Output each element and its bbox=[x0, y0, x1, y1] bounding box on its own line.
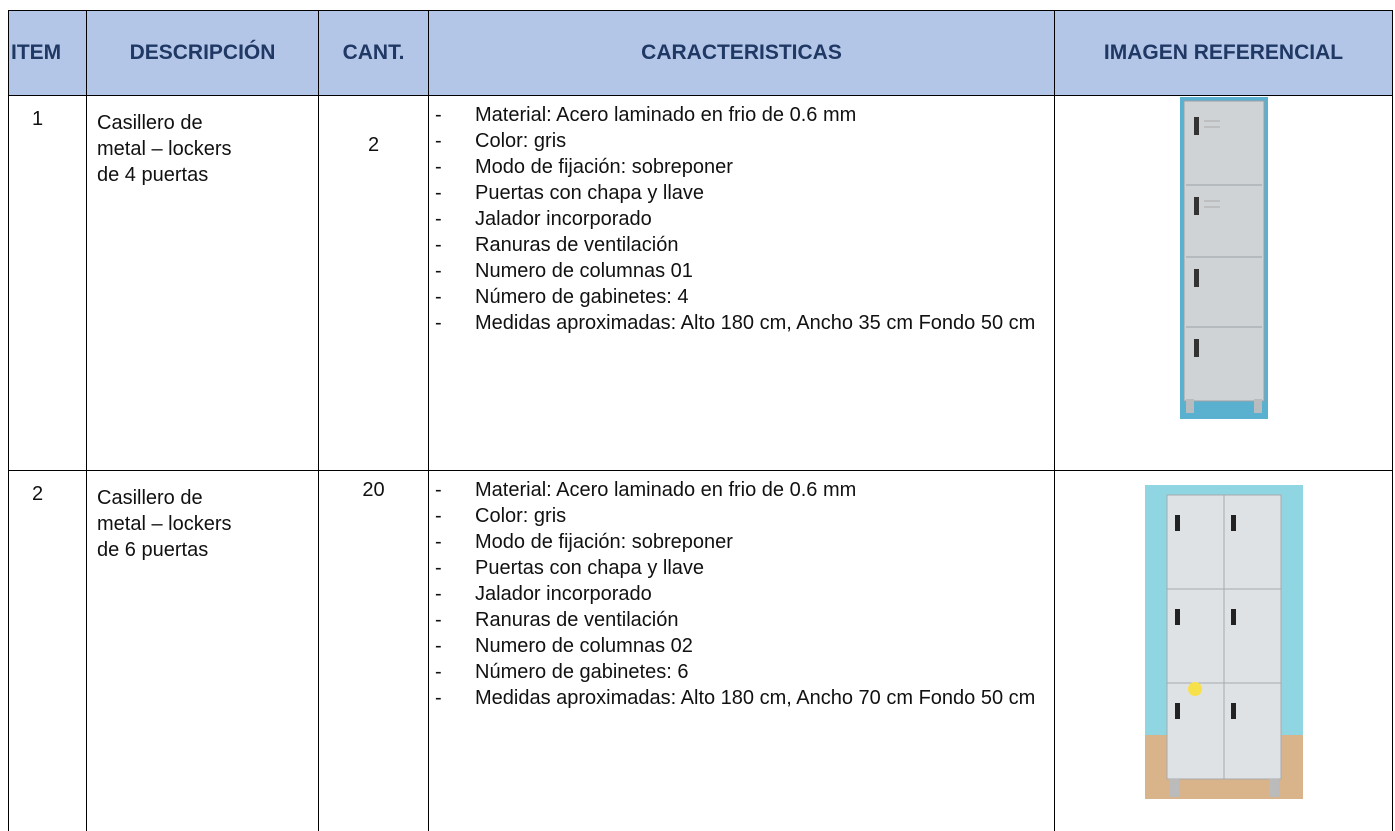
row: 2 Casillero de metal – lockers de 6 puer… bbox=[9, 471, 1393, 831]
features-cell: Material: Acero laminado en frio de 0.6 … bbox=[429, 471, 1055, 831]
description: Casillero de metal – lockers de 6 puerta… bbox=[97, 485, 257, 563]
locker-image bbox=[1180, 97, 1268, 419]
body: ITEM DESCRIPCIÓN CANT. CARACTERISTICAS I… bbox=[0, 0, 1395, 778]
header-cell: DESCRIPCIÓN bbox=[87, 11, 319, 96]
header-cell: ITEM bbox=[9, 11, 87, 96]
feature: Color: gris bbox=[429, 503, 1046, 529]
feature: Medidas aproximadas: Alto 180 cm, Ancho … bbox=[429, 685, 1046, 711]
feature: Puertas con chapa y llave bbox=[429, 180, 1046, 206]
feature: Puertas con chapa y llave bbox=[429, 555, 1046, 581]
feature: Modo de fijación: sobreponer bbox=[429, 529, 1046, 555]
feature: Jalador incorporado bbox=[429, 581, 1046, 607]
image-cell bbox=[1055, 471, 1393, 831]
feature: Numero de columnas 01 bbox=[429, 258, 1046, 284]
locker-image bbox=[1145, 485, 1303, 799]
header-cell: IMAGEN REFERENCIAL bbox=[1055, 11, 1393, 96]
header-cell: CANT. bbox=[319, 11, 429, 96]
feature: Modo de fijación: sobreponer bbox=[429, 154, 1046, 180]
item-cell: 2 bbox=[9, 471, 87, 831]
features-cell: Material: Acero laminado en frio de 0.6 … bbox=[429, 96, 1055, 471]
item-cell: 1 bbox=[9, 96, 87, 471]
page: Casilleros {"table": { "headers": ["ITEM… bbox=[0, 0, 1395, 778]
description-cell: Casillero de metal – lockers de 6 puerta… bbox=[87, 471, 319, 831]
feature: Número de gabinetes: 6 bbox=[429, 659, 1046, 685]
description: Casillero de metal – lockers de 4 puerta… bbox=[97, 110, 257, 188]
header-row: ITEM DESCRIPCIÓN CANT. CARACTERISTICAS I… bbox=[9, 11, 1393, 96]
header-cell: CARACTERISTICAS bbox=[429, 11, 1055, 96]
quantity-cell: 2 bbox=[319, 96, 429, 471]
feature: Ranuras de ventilación bbox=[429, 232, 1046, 258]
feature: Ranuras de ventilación bbox=[429, 607, 1046, 633]
description-cell: Casillero de metal – lockers de 4 puerta… bbox=[87, 96, 319, 471]
items-table: ITEM DESCRIPCIÓN CANT. CARACTERISTICAS I… bbox=[8, 10, 1393, 831]
image-cell bbox=[1055, 96, 1393, 471]
feature: Número de gabinetes: 4 bbox=[429, 284, 1046, 310]
feature: Material: Acero laminado en frio de 0.6 … bbox=[429, 102, 1046, 128]
row: 1 Casillero de metal – lockers de 4 puer… bbox=[9, 96, 1393, 471]
feature: Material: Acero laminado en frio de 0.6 … bbox=[429, 477, 1046, 503]
feature: Color: gris bbox=[429, 128, 1046, 154]
feature: Jalador incorporado bbox=[429, 206, 1046, 232]
quantity-cell: 20 bbox=[319, 471, 429, 831]
feature: Medidas aproximadas: Alto 180 cm, Ancho … bbox=[429, 310, 1046, 336]
feature: Numero de columnas 02 bbox=[429, 633, 1046, 659]
